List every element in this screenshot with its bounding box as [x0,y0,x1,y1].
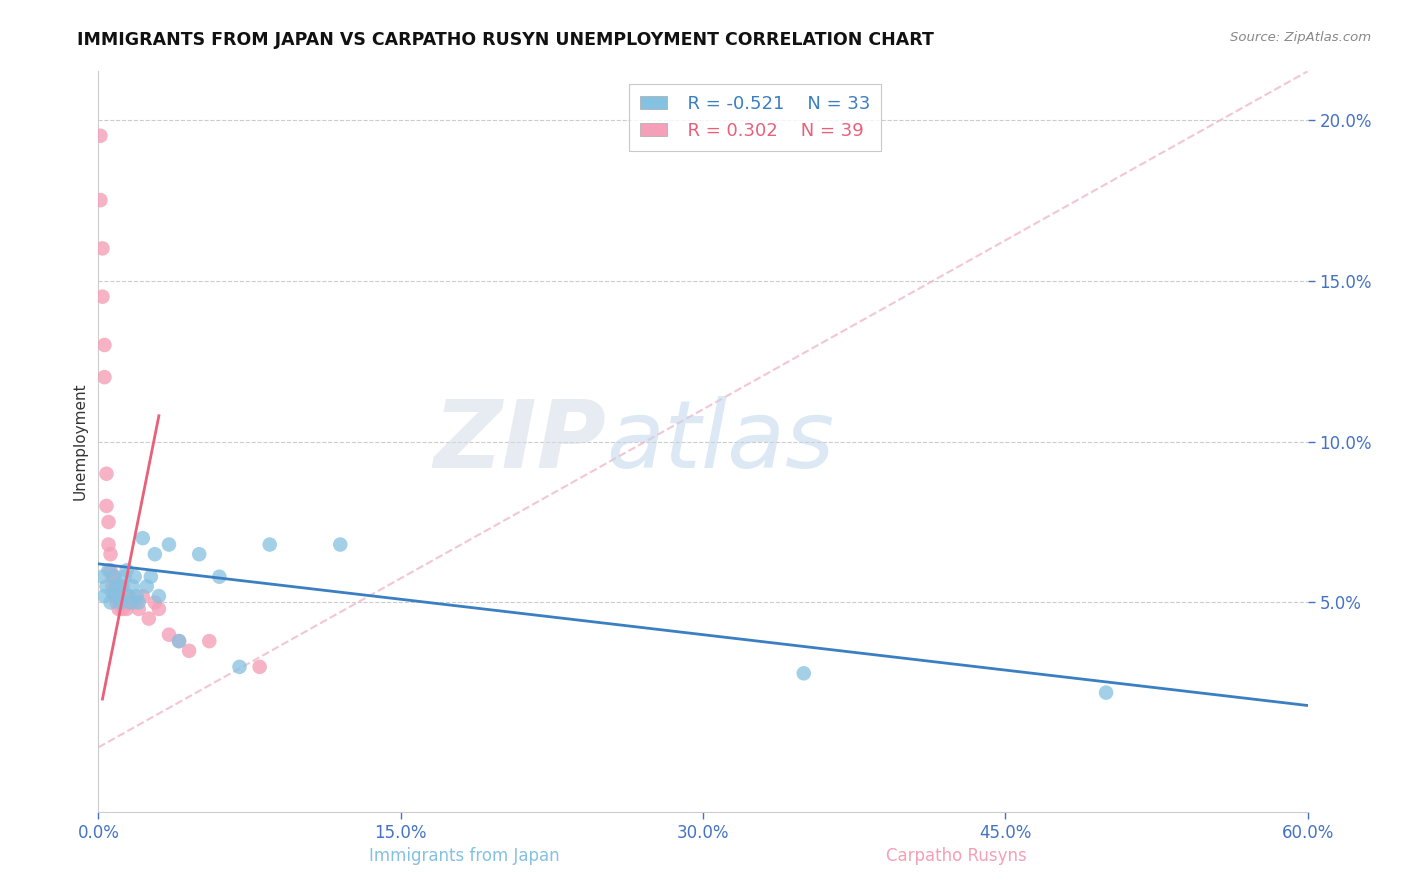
Point [228,660,250,674]
Point [1095,685,1118,699]
Point [101,570,124,584]
Point [329,537,352,551]
Text: Source: ZipAtlas.com: Source: ZipAtlas.com [1230,31,1371,45]
Point [249,660,271,674]
Point [114,570,136,584]
Point [793,666,815,681]
Point [139,570,162,584]
Point [103,589,125,603]
Text: IMMIGRANTS FROM JAPAN VS CARPATHO RUSYN UNEMPLOYMENT CORRELATION CHART: IMMIGRANTS FROM JAPAN VS CARPATHO RUSYN … [77,31,934,49]
Point [167,634,190,648]
Point [115,563,138,577]
Legend:   R = -0.521    N = 33,   R = 0.302    N = 39: R = -0.521 N = 33, R = 0.302 N = 39 [630,84,882,151]
Point [120,595,142,609]
Point [96,467,118,481]
Point [111,579,134,593]
Point [101,579,124,593]
Point [167,634,190,648]
Point [111,589,134,603]
Point [93,338,115,352]
Point [93,370,115,384]
Point [135,579,157,593]
Point [114,595,136,609]
Point [132,531,155,545]
Point [118,589,141,603]
Point [138,611,160,625]
Point [120,595,142,609]
Point [103,570,125,584]
Point [143,547,166,561]
Point [107,589,129,603]
Point [100,595,122,609]
Point [124,595,146,609]
Point [97,515,120,529]
Point [198,634,221,648]
Point [91,241,114,255]
Point [188,547,211,561]
Y-axis label: Unemployment: Unemployment [72,383,87,500]
Point [259,537,281,551]
Point [100,563,122,577]
Point [179,644,201,658]
Point [110,595,132,609]
Point [128,602,150,616]
Point [157,628,180,642]
Point [157,537,180,551]
Point [110,595,132,609]
Point [110,579,132,593]
Point [121,579,143,593]
Point [96,499,118,513]
Point [89,193,111,207]
Point [91,570,114,584]
Point [101,586,124,600]
Point [93,589,115,603]
Point [118,589,141,603]
Point [97,537,120,551]
Point [148,589,170,603]
Point [132,589,155,603]
Point [97,563,120,577]
Text: atlas: atlas [606,396,835,487]
Point [128,595,150,609]
Point [107,589,129,603]
Point [105,579,128,593]
Text: Immigrants from Japan: Immigrants from Japan [368,847,560,865]
Point [148,602,170,616]
Point [89,128,111,143]
Text: ZIP: ZIP [433,395,606,488]
Point [111,602,134,616]
Point [103,570,125,584]
Point [143,595,166,609]
Point [96,579,118,593]
Text: Carpatho Rusyns: Carpatho Rusyns [886,847,1026,865]
Point [107,602,129,616]
Point [100,547,122,561]
Point [105,579,128,593]
Point [91,290,114,304]
Point [115,602,138,616]
Point [105,595,128,609]
Point [208,570,231,584]
Point [124,570,146,584]
Point [125,589,148,603]
